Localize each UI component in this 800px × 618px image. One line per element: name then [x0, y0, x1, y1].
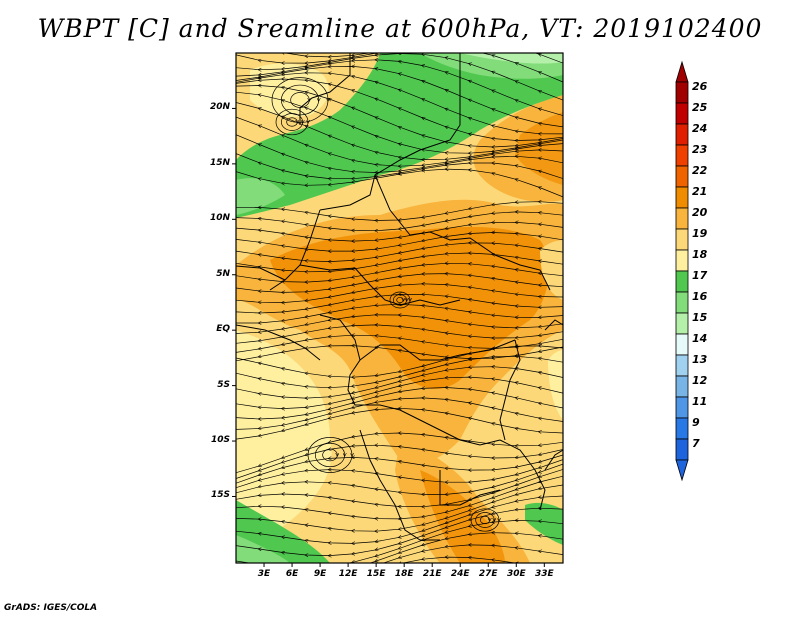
colorbar-swatch [675, 207, 689, 230]
streamline [389, 291, 410, 309]
colorbar-swatch [675, 354, 689, 377]
colorbar-level-label: 18 [692, 248, 708, 261]
lon-tick-label: 3E [257, 569, 271, 579]
lon-tick-label: 24E [450, 569, 470, 579]
lat-tick-label: 5S [217, 379, 230, 390]
streamline [236, 20, 563, 51]
lat-tick-label: 10N [209, 213, 230, 224]
colorbar-swatch [675, 396, 689, 419]
colorbar-swatch [675, 291, 689, 314]
streamline [307, 437, 352, 473]
streamline [280, 113, 302, 131]
lon-tick-label: 12E [338, 569, 358, 579]
streamline [271, 77, 328, 123]
colorbar-swatch [675, 312, 689, 335]
lat-tick-label: 20N [209, 102, 230, 113]
colorbar-level-label: 12 [692, 374, 708, 387]
colorbar-swatch [675, 165, 689, 188]
lat-tick-label: 15S [210, 490, 230, 501]
lat-tick-label: EQ [216, 324, 230, 335]
colorbar-swatch [675, 438, 689, 461]
colorbar-swatch [675, 81, 689, 104]
colorbar-level-label: 22 [692, 164, 708, 177]
lon-tick-label: 9E [313, 569, 327, 579]
colorbar-swatch [675, 249, 689, 272]
colorbar-level-label: 21 [692, 185, 708, 198]
streamlines [236, 20, 563, 563]
colorbar-level-label: 11 [692, 395, 708, 408]
lon-tick-label: 6E [285, 569, 299, 579]
colorbar-swatch [675, 144, 689, 167]
colorbar-swatch [675, 186, 689, 209]
colorbar-level-label: 9 [692, 416, 700, 429]
colorbar-swatch [675, 102, 689, 125]
credit-label: GrADS: IGES/COLA [4, 603, 98, 613]
streamline [470, 508, 499, 532]
colorbar-bottom-arrow [675, 459, 689, 482]
streamline [236, 408, 563, 440]
colorbar-swatch [675, 375, 689, 398]
lon-tick-label: 30E [506, 569, 526, 579]
colorbar-level-label: 26 [692, 80, 708, 93]
colorbar-level-label: 24 [692, 122, 708, 135]
colorbar-level-label: 15 [692, 311, 708, 324]
lat-tick-label: 5N [216, 268, 230, 279]
streamline [286, 117, 298, 127]
lon-tick-label: 15E [366, 569, 386, 579]
colorbar-level-label: 16 [692, 290, 708, 303]
lat-tick-label: 10S [210, 435, 230, 446]
axis-ticks [232, 107, 545, 567]
colorbar-top-arrow [675, 60, 689, 83]
lon-tick-label: 27E [478, 569, 498, 579]
colorbar-level-label: 25 [692, 101, 708, 114]
streamline [479, 515, 489, 525]
colorbar-level-label: 14 [692, 332, 708, 345]
lat-tick-label: 15N [209, 157, 230, 168]
streamline [275, 108, 308, 136]
map-frame [235, 52, 564, 564]
map-title: WBPT [C] and Sreamline at 600hPa, VT: 20… [37, 14, 763, 43]
colorbar-level-label: 20 [692, 206, 708, 219]
colorbar-level-label: 23 [692, 143, 708, 156]
lon-tick-label: 18E [394, 569, 414, 579]
streamline [475, 512, 495, 528]
colorbar-level-label: 13 [692, 353, 708, 366]
streamline [314, 442, 344, 468]
streamline [396, 297, 404, 303]
streamline [392, 294, 406, 306]
colorbar-swatch [675, 333, 689, 356]
streamline [236, 557, 563, 563]
streamline [322, 448, 338, 462]
colorbar-level-label: 7 [692, 437, 700, 450]
country-borders [236, 53, 563, 541]
colorbar-swatch [675, 123, 689, 146]
streamline [236, 169, 563, 198]
colorbar-swatch [675, 228, 689, 251]
colorbar-level-label: 17 [692, 269, 708, 282]
colorbar-swatch [675, 270, 689, 293]
streamline [280, 84, 318, 116]
colorbar-level-label: 19 [692, 227, 708, 240]
lon-tick-label: 33E [534, 569, 554, 579]
colorbar-swatch [675, 417, 689, 440]
colorbar [675, 60, 689, 482]
lon-tick-label: 21E [422, 569, 442, 579]
